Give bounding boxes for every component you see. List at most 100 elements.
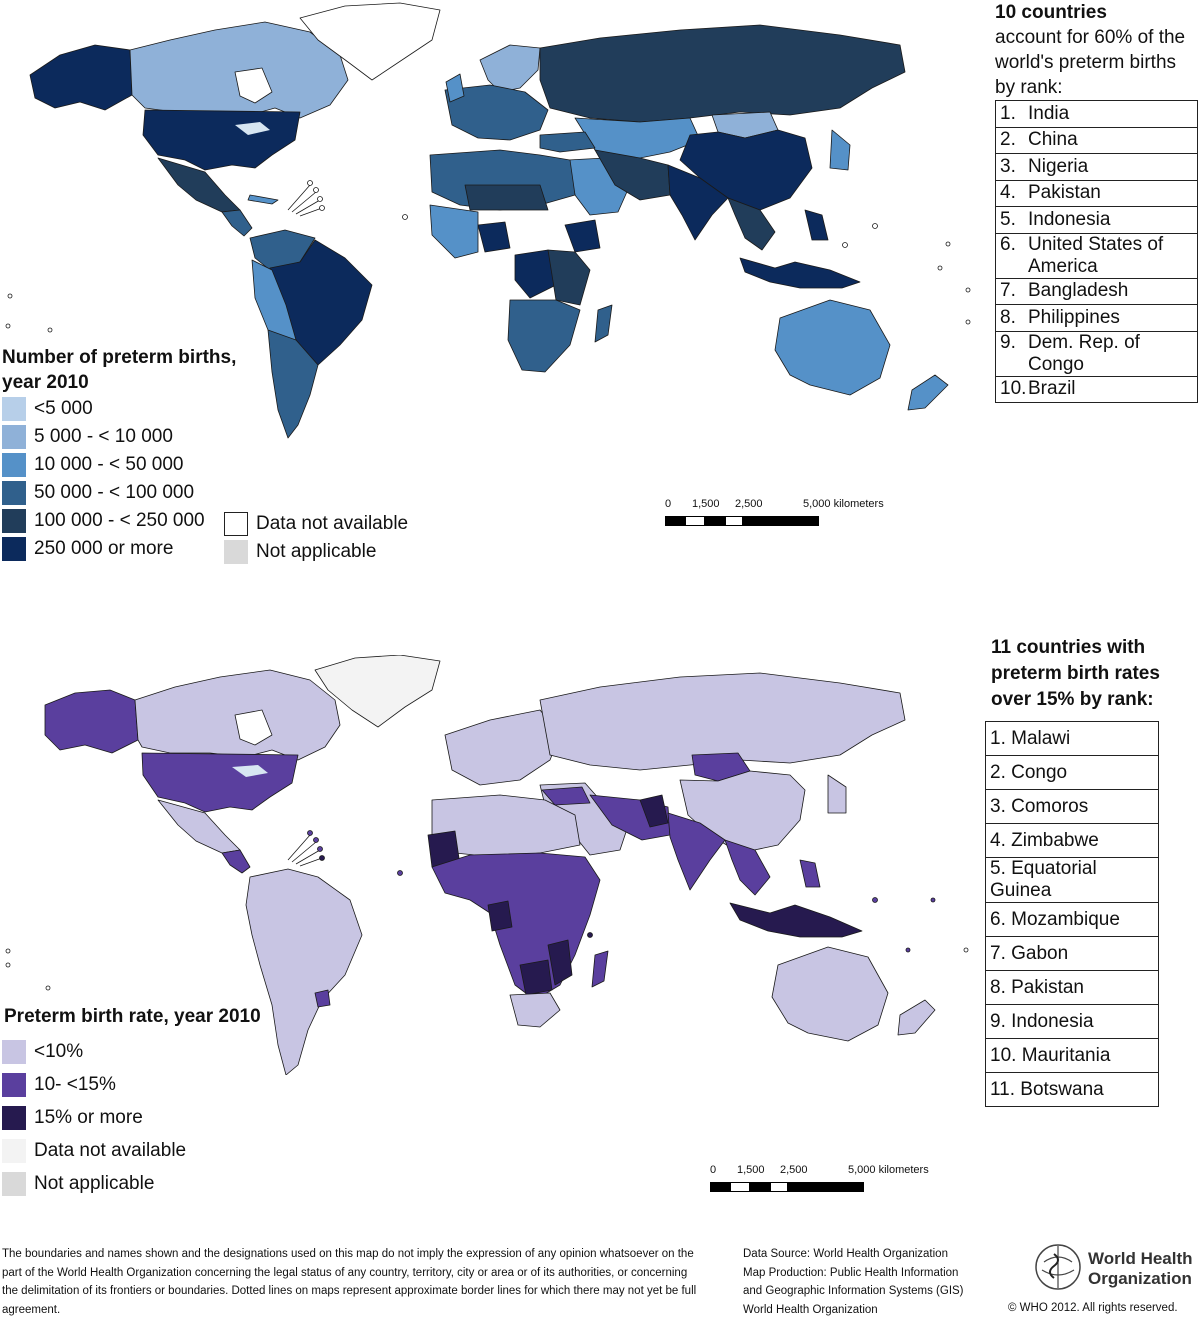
region-europe [444, 709, 561, 786]
legend-label: 10- <15% [34, 1073, 116, 1095]
region-hudson-bay [234, 709, 273, 746]
legend-swatch [2, 509, 26, 533]
rank-heading: 10 countries account for 60% of the worl… [995, 0, 1200, 100]
rank-number: 3. [1000, 155, 1016, 177]
region-caribbean [247, 194, 279, 205]
rank-row: 9. Dem. Rep. of Congo [995, 330, 1198, 377]
legend-item: Not applicable [224, 538, 408, 566]
region-ethiopia [564, 219, 601, 253]
top-11-countries-box: 11 countries with preterm birth rates ov… [985, 635, 1195, 1107]
region-madagascar [591, 950, 609, 988]
rank-country: 11. Botswana [985, 1072, 1159, 1107]
legend-swatch [2, 1105, 26, 1130]
rank-country: 5. Equatorial Guinea [985, 857, 1159, 903]
rank-number: 7. [1000, 280, 1016, 302]
region-japan [827, 774, 847, 814]
rank-country: 9. Indonesia [985, 1004, 1159, 1039]
region-argentina-chile [267, 329, 319, 439]
rank-country: 4. Zimbabwe [985, 823, 1159, 858]
rank-country: 2. Congo [985, 755, 1159, 790]
region-alaska [29, 44, 133, 111]
rank-cell: 2. China [995, 126, 1198, 154]
rank-country: China [1028, 129, 1078, 151]
scale-tick: 1,500 [737, 1164, 765, 1176]
legend-item: 15% or more [2, 1101, 261, 1134]
region-australia [774, 299, 891, 396]
region-central-america [221, 209, 253, 237]
rank-country: 10. Mauritania [985, 1038, 1159, 1073]
region-nigeria [477, 221, 511, 253]
legend-label: Not applicable [256, 541, 377, 562]
region-india [667, 164, 729, 241]
region-zimbabwe-botswana [519, 959, 553, 996]
rank-country: Indonesia [1028, 208, 1111, 230]
region-new-zealand [907, 374, 949, 411]
rank-cell: 6. United States of America [995, 232, 1198, 279]
rank-country: 6. Mozambique [985, 902, 1159, 937]
region-se-asia [724, 839, 771, 896]
rank-number: 2. [1000, 129, 1016, 151]
rank-row: 1. India [995, 100, 1198, 128]
legend-item: <5 000 [2, 395, 262, 423]
region-new-zealand [897, 999, 936, 1036]
rank-row: 8. Philippines [995, 304, 1198, 332]
rank-number: 10. [1000, 378, 1027, 400]
who-name-line: World Health [1088, 1249, 1193, 1268]
rank-row: 1. Malawi [985, 721, 1159, 756]
region-uruguay [314, 989, 331, 1008]
region-western-europe [444, 84, 549, 141]
region-philippines [799, 859, 821, 888]
rank-row: 5. Equatorial Guinea [985, 857, 1159, 903]
legend-swatch [224, 540, 248, 564]
rank-cell: 7. Bangladesh [995, 277, 1198, 305]
rank-table: 1. Malawi 2. Congo 3. Comoros 4. Zimbabwe 5.… [985, 721, 1159, 1107]
rank-country: 7. Gabon [985, 936, 1159, 971]
region-scandinavia [479, 44, 541, 93]
rank-country: Nigeria [1028, 155, 1089, 177]
legend-item: Not applicable [2, 1167, 261, 1200]
legend-label: 5 000 - < 10 000 [34, 426, 173, 447]
rank-cell: 3. Nigeria [995, 153, 1198, 181]
region-turkey-syria [541, 786, 591, 806]
rank-row: 2. China [995, 126, 1198, 154]
who-name-line: Organization [1088, 1269, 1192, 1288]
legend-swatch [2, 453, 26, 477]
legend-title: Number of preterm births, year 2010 [2, 347, 237, 393]
scale-tick: 5,000 kilometers [803, 498, 884, 510]
rank-country: Pakistan [1028, 182, 1101, 204]
rank-number: 5. [1000, 208, 1016, 230]
legend-item: Data not available [224, 510, 408, 538]
rank-cell: 10.Brazil [995, 375, 1198, 403]
region-malawi-mozambique [547, 939, 573, 986]
legend-item: Data not available [2, 1134, 261, 1167]
rank-row: 8. Pakistan [985, 970, 1159, 1005]
legend-label: <10% [34, 1040, 84, 1062]
scale-tick: 0 [665, 498, 672, 510]
legend-label: 100 000 - < 250 000 [34, 510, 205, 531]
legend-label: Not applicable [34, 1172, 155, 1194]
region-indonesia [729, 902, 863, 938]
scale-tick: 1,500 [692, 498, 720, 510]
region-west-africa [429, 204, 479, 259]
preterm-births-count-map [5, 2, 971, 439]
region-central-america [221, 849, 251, 874]
rank-row: 5. Indonesia [995, 206, 1198, 234]
region-australia [771, 946, 889, 1042]
rank-cell: 4. Pakistan [995, 179, 1198, 207]
region-hudson-bay [234, 67, 273, 104]
rank-heading-text: account for 60% of the world's preterm b… [995, 27, 1186, 98]
who-emblem-icon [1035, 1244, 1081, 1290]
region-greenland [314, 655, 441, 728]
source-line: Map Production: Public Health Informatio… [743, 1266, 959, 1279]
legend-item: 50 000 - < 100 000 [2, 479, 262, 507]
legend-swatch [224, 512, 248, 536]
legend-label: <5 000 [34, 398, 93, 419]
rank-country: Dem. Rep. of Congo [1028, 331, 1140, 375]
rank-country: United States of America [1028, 233, 1164, 277]
rank-heading: 11 countries with preterm birth rates ov… [991, 637, 1160, 710]
region-gabon-congo [487, 900, 513, 932]
rank-row: 4. Pakistan [995, 179, 1198, 207]
region-uk [445, 73, 465, 103]
source-line: World Health Organization [743, 1303, 878, 1316]
preterm-birth-rate-map [5, 655, 969, 1075]
